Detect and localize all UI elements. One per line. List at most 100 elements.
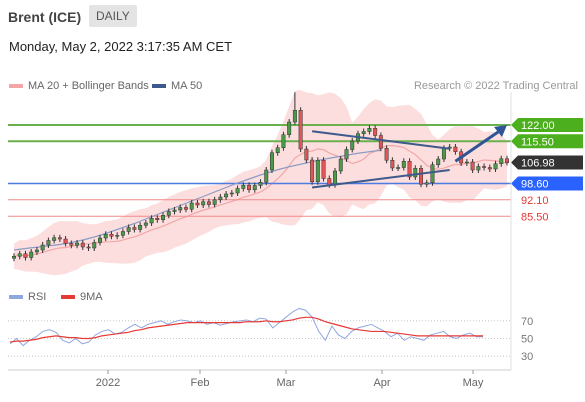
legend-swatch: [9, 295, 23, 299]
candle-body: [235, 188, 240, 194]
rsi-tick-label-1: 50: [521, 334, 533, 346]
candle-body: [212, 199, 217, 205]
candle-body: [499, 158, 504, 164]
candle-body: [75, 242, 80, 246]
projection-arrow-head: [494, 125, 507, 137]
candle-body: [413, 168, 418, 178]
candle-body: [407, 161, 412, 178]
candle-body: [103, 234, 108, 239]
legend-swatch: [9, 84, 23, 88]
candle-body: [178, 207, 183, 211]
rsi-series-9ma: [9, 316, 483, 343]
copyright-text: Research © 2022 Trading Central: [413, 80, 578, 92]
candle-body: [304, 148, 309, 161]
candle-body: [34, 249, 39, 253]
candle-body: [241, 185, 246, 189]
candle-body: [453, 146, 458, 152]
candle-body: [166, 211, 171, 216]
candle-body: [424, 182, 429, 185]
candle-body: [143, 222, 148, 226]
candle-body: [120, 231, 125, 236]
candle-body: [229, 192, 234, 195]
legend-item-bollinger: MA 20 + Bollinger Bands: [9, 80, 149, 92]
candle-body: [63, 238, 68, 244]
rsi-tick-label-0: 70: [521, 316, 533, 328]
legend-label: MA 50: [171, 80, 203, 92]
candle-body: [264, 169, 269, 183]
candle-body: [109, 234, 114, 237]
candle-body: [195, 202, 200, 206]
price-tag-label-1: 115.50: [521, 136, 554, 148]
candle-body: [40, 244, 45, 251]
candle-body: [115, 235, 120, 237]
legend-label: RSI: [28, 291, 47, 303]
candle-body: [189, 202, 194, 210]
price-tag-label-2: 106.98: [521, 158, 555, 170]
period-badge[interactable]: DAILY: [89, 5, 137, 27]
candle-body: [287, 121, 292, 135]
price-tag-label-4: 92.10: [521, 195, 549, 207]
price-tag-bg-3: [511, 176, 583, 191]
rsi-series-rsi: [9, 307, 483, 347]
candle-body: [436, 158, 441, 165]
candle-body: [493, 163, 498, 170]
candle-body: [12, 256, 16, 259]
candle-body: [292, 110, 297, 123]
candle-body: [29, 251, 34, 258]
header-bar: Brent (ICE) DAILY: [0, 0, 585, 36]
candle-body: [378, 135, 383, 149]
candle-body: [419, 168, 423, 185]
candle-body: [149, 218, 154, 224]
candle-body: [218, 196, 223, 200]
price-tag-bg-0: [511, 118, 583, 132]
legend-item-rsi: RSI: [9, 291, 46, 303]
candle-body: [361, 131, 366, 134]
candle-body: [46, 240, 51, 246]
candle-body: [430, 164, 435, 183]
candle-body: [172, 209, 177, 212]
candle-body: [476, 166, 481, 171]
candle-body: [505, 158, 509, 163]
candle-body: [201, 201, 206, 206]
candle-body: [17, 253, 22, 257]
candle-body: [224, 193, 229, 198]
legend-label: 9MA: [80, 291, 103, 303]
candle-body: [161, 215, 166, 220]
legend-swatch: [152, 84, 166, 88]
candle-body: [315, 160, 320, 182]
legend-item-ma50: MA 50: [152, 80, 202, 92]
x-tick-label-3: Apr: [373, 377, 390, 389]
candle-body: [321, 160, 326, 179]
candle-body: [132, 227, 137, 230]
candle-body: [206, 201, 211, 205]
price-tag-label-3: 98.60: [521, 179, 549, 191]
candle-body: [281, 134, 286, 148]
candle-body: [441, 148, 446, 160]
trendline-1: [311, 169, 450, 189]
candle-body: [482, 166, 487, 168]
candle-body: [396, 167, 401, 169]
legend-label: MA 20 + Bollinger Bands: [28, 80, 149, 92]
candle-body: [367, 128, 372, 132]
legend-swatch: [61, 295, 75, 299]
candle-body: [52, 237, 57, 241]
candle-body: [155, 218, 160, 220]
candle-body: [373, 128, 378, 136]
candle-body: [258, 182, 263, 186]
legend-item-9ma: 9MA: [61, 291, 103, 303]
candle-body: [487, 167, 492, 170]
candle-body: [384, 148, 389, 161]
projection-arrow-shaft: [454, 128, 502, 163]
candle-body: [470, 161, 475, 171]
candle-body: [92, 242, 97, 249]
candle-body: [390, 160, 395, 169]
candle-body: [57, 237, 62, 240]
price-tag-bg-2: [511, 155, 583, 170]
candle-body: [310, 159, 315, 182]
candle-body: [126, 227, 131, 232]
candle-body: [69, 243, 74, 246]
candle-body: [338, 158, 343, 172]
price-tag-bg-1: [511, 134, 583, 149]
chart-datetime: Monday, May 2, 2022 3:17:35 AM CET: [9, 39, 233, 54]
